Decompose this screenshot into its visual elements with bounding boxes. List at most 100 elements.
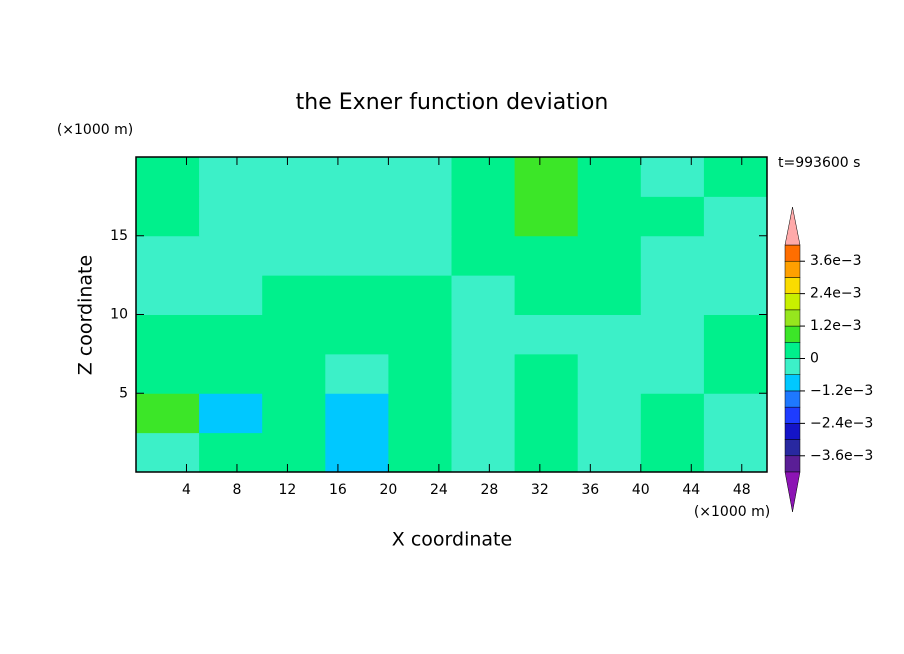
contour-cell [640, 157, 705, 197]
contour-cell [388, 196, 452, 237]
contour-cell [703, 432, 768, 473]
colorbar-box [784, 374, 801, 392]
x-tick-label: 44 [682, 482, 700, 498]
contour-cell [388, 314, 452, 355]
colorbar-box [784, 293, 801, 311]
contour-cell [325, 314, 389, 355]
contour-cell [262, 393, 326, 434]
contour-cell [577, 235, 642, 276]
contour-cell [325, 393, 389, 434]
contour-cell [514, 393, 579, 434]
contour-cell [136, 157, 200, 197]
chart-title: the Exner function deviation [296, 90, 609, 115]
x-tick-label: 8 [232, 482, 241, 498]
contour-cell [199, 157, 263, 197]
contour-cell [262, 353, 326, 394]
y-tick-label: 15 [110, 228, 128, 244]
colorbar-box [784, 390, 801, 408]
contour-cell [514, 314, 579, 355]
contour-cell [262, 432, 326, 473]
colorbar-over [784, 206, 801, 246]
y-tick-label: 10 [110, 307, 128, 323]
contour-cell [451, 353, 516, 394]
contour-cell [199, 432, 263, 473]
contour-cell [640, 432, 705, 473]
colorbar-tick-label: 2.4e−3 [810, 286, 862, 302]
contour-cell [325, 353, 389, 394]
x-tick-label: 20 [379, 482, 397, 498]
contour-cell [325, 432, 389, 473]
contour-cell [514, 157, 579, 197]
colorbar-box [784, 325, 801, 343]
contour-cell [514, 275, 579, 315]
contour-cell [325, 196, 389, 237]
contour-cell [136, 393, 200, 434]
contour-cell [451, 432, 516, 473]
colorbar-tick-label: −3.6e−3 [810, 448, 873, 464]
contour-cell [703, 275, 768, 315]
contour-cell [262, 314, 326, 355]
colorbar-box [784, 260, 801, 278]
contour-cell [703, 196, 768, 237]
contour-cell [325, 157, 389, 197]
x-axis-label: X coordinate [392, 529, 512, 551]
contour-cell [136, 353, 200, 394]
colorbar-under [784, 471, 801, 513]
colorbar-tick-label: 0 [810, 351, 819, 367]
x-tick-label: 32 [531, 482, 549, 498]
contour-cell [199, 235, 263, 276]
contour-cell [199, 353, 263, 394]
contour-cell [325, 235, 389, 276]
contour-cell [451, 235, 516, 276]
contour-cell [577, 393, 642, 434]
contour-cell [262, 275, 326, 315]
contour-cell [703, 157, 768, 197]
x-unit: (×1000 m) [694, 504, 770, 520]
colorbar-box [784, 277, 801, 294]
contour-cell [577, 157, 642, 197]
contour-cell [388, 432, 452, 473]
contour-cell [640, 235, 705, 276]
colorbar-box [784, 423, 801, 440]
contour-cell [199, 275, 263, 315]
contour-cell [514, 353, 579, 394]
x-tick-label: 4 [182, 482, 191, 498]
x-tick-label: 36 [581, 482, 599, 498]
x-tick-label: 28 [480, 482, 498, 498]
contour-cell [199, 196, 263, 237]
x-tick-label: 16 [329, 482, 347, 498]
x-tick-label: 12 [279, 482, 297, 498]
contour-cell [136, 196, 200, 237]
contour-cell [703, 314, 768, 355]
y-axis-label: Z coordinate [75, 255, 97, 375]
contour-cell [136, 275, 200, 315]
contour-cell [577, 432, 642, 473]
contour-cell [136, 235, 200, 276]
contour-cell [451, 275, 516, 315]
contour-cell [136, 314, 200, 355]
contour-cell [388, 157, 452, 197]
contour-cell [514, 432, 579, 473]
colorbar-box [784, 406, 801, 424]
colorbar-box [784, 244, 801, 262]
contour-cell [577, 275, 642, 315]
colorbar-box [784, 309, 801, 327]
contour-cell [199, 393, 263, 434]
contour-cell [640, 275, 705, 315]
colorbar-box [784, 439, 801, 457]
contour-cell [451, 314, 516, 355]
contour-cell [136, 432, 200, 473]
contour-cell [514, 235, 579, 276]
colorbar-box [784, 455, 801, 473]
contour-cell [262, 196, 326, 237]
contour-cell [703, 353, 768, 394]
contour-cell [325, 275, 389, 315]
colorbar-tick-label: −1.2e−3 [810, 383, 873, 399]
colorbar-tick-label: 3.6e−3 [810, 253, 862, 269]
contour-cell [388, 275, 452, 315]
colorbar-tick-label: −2.4e−3 [810, 415, 873, 431]
contour-cell [577, 314, 642, 355]
colorbar-box [784, 358, 801, 375]
contour-cell [577, 353, 642, 394]
contour-cell [640, 196, 705, 237]
